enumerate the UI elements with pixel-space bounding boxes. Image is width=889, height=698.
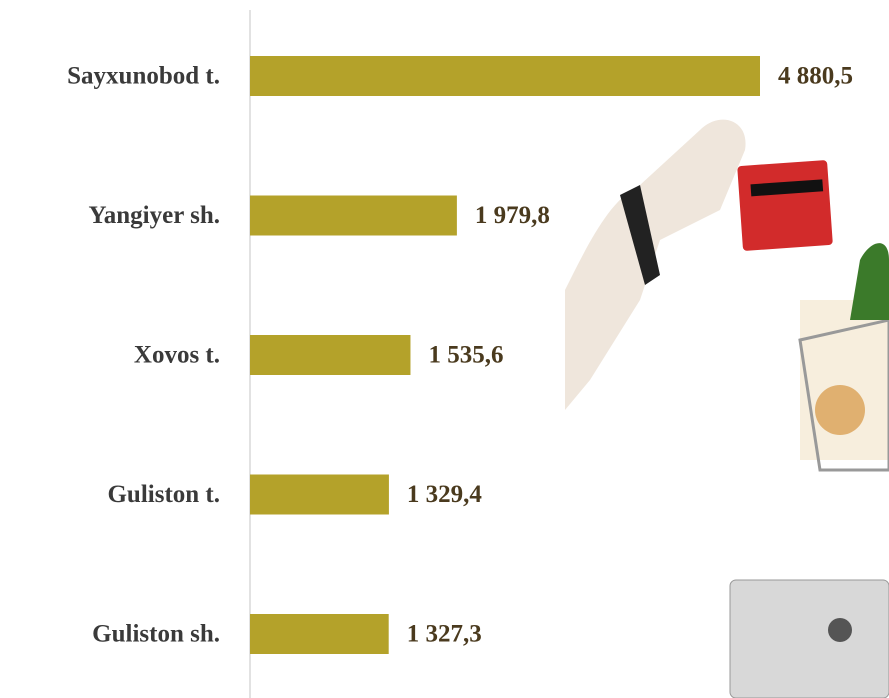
category-label: Sayxunobod t.: [67, 63, 220, 90]
category-label: Guliston t.: [107, 481, 220, 508]
chart: Sayxunobod t. 4 880,5 Yangiyer sh. 1 979,8 X…: [0, 0, 889, 698]
category-label: Guliston sh.: [92, 621, 220, 648]
value-label: 1 535,6: [428, 342, 503, 369]
bar: [250, 475, 389, 515]
bar: [250, 56, 760, 96]
value-label: 1 979,8: [475, 202, 550, 229]
value-label: 1 329,4: [407, 481, 483, 508]
value-label: 1 327,3: [407, 621, 482, 648]
value-label: 4 880,5: [778, 63, 853, 90]
bar: [250, 196, 457, 236]
bar: [250, 614, 389, 654]
category-label: Xovos t.: [134, 342, 220, 369]
bar: [250, 335, 410, 375]
category-label: Yangiyer sh.: [88, 202, 220, 229]
decoration: [565, 120, 889, 698]
